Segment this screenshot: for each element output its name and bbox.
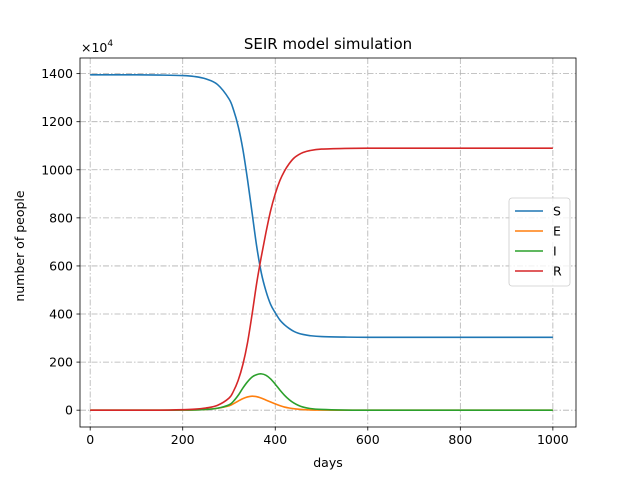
x-tick-label: 0 — [86, 432, 94, 447]
series-line-r — [90, 147, 553, 412]
legend-label-s: S — [553, 204, 561, 219]
series-line-s — [90, 74, 553, 339]
x-tick-label: 400 — [263, 432, 287, 447]
x-tick-label: 800 — [448, 432, 472, 447]
series-line-i — [90, 373, 553, 411]
y-offset-prefix: ×10 — [81, 40, 107, 55]
y-tick-label: 800 — [49, 210, 73, 225]
legend-box — [508, 197, 571, 287]
y-tick-label: 400 — [49, 307, 73, 322]
legend-label-i: I — [553, 244, 557, 259]
legend: SEIR — [508, 197, 571, 287]
x-tick-label: 200 — [171, 432, 195, 447]
y-offset-exponent: 4 — [107, 39, 113, 49]
plot-frame — [79, 57, 577, 428]
y-tick-label: 1200 — [41, 114, 73, 129]
x-axis-label: days — [313, 455, 343, 470]
x-tick-label: 600 — [356, 432, 380, 447]
axis-ticks: 0 200 400 600 800 1000 0 200 400 600 800 1000 1200 14… — [41, 66, 569, 447]
legend-label-e: E — [553, 224, 561, 239]
y-tick-label: 1400 — [41, 66, 73, 81]
series-lines — [90, 74, 553, 412]
y-tick-label: 0 — [65, 403, 73, 418]
y-tick-label: 200 — [49, 355, 73, 370]
legend-label-r: R — [553, 264, 562, 279]
y-tick-label: 600 — [49, 258, 73, 273]
y-tick-label: 1000 — [41, 162, 73, 177]
chart-title: SEIR model simulation — [244, 35, 412, 53]
y-offset-multiplier: ×104 — [81, 39, 113, 55]
x-tick-label: 1000 — [537, 432, 569, 447]
y-axis-label: number of people — [12, 190, 27, 301]
